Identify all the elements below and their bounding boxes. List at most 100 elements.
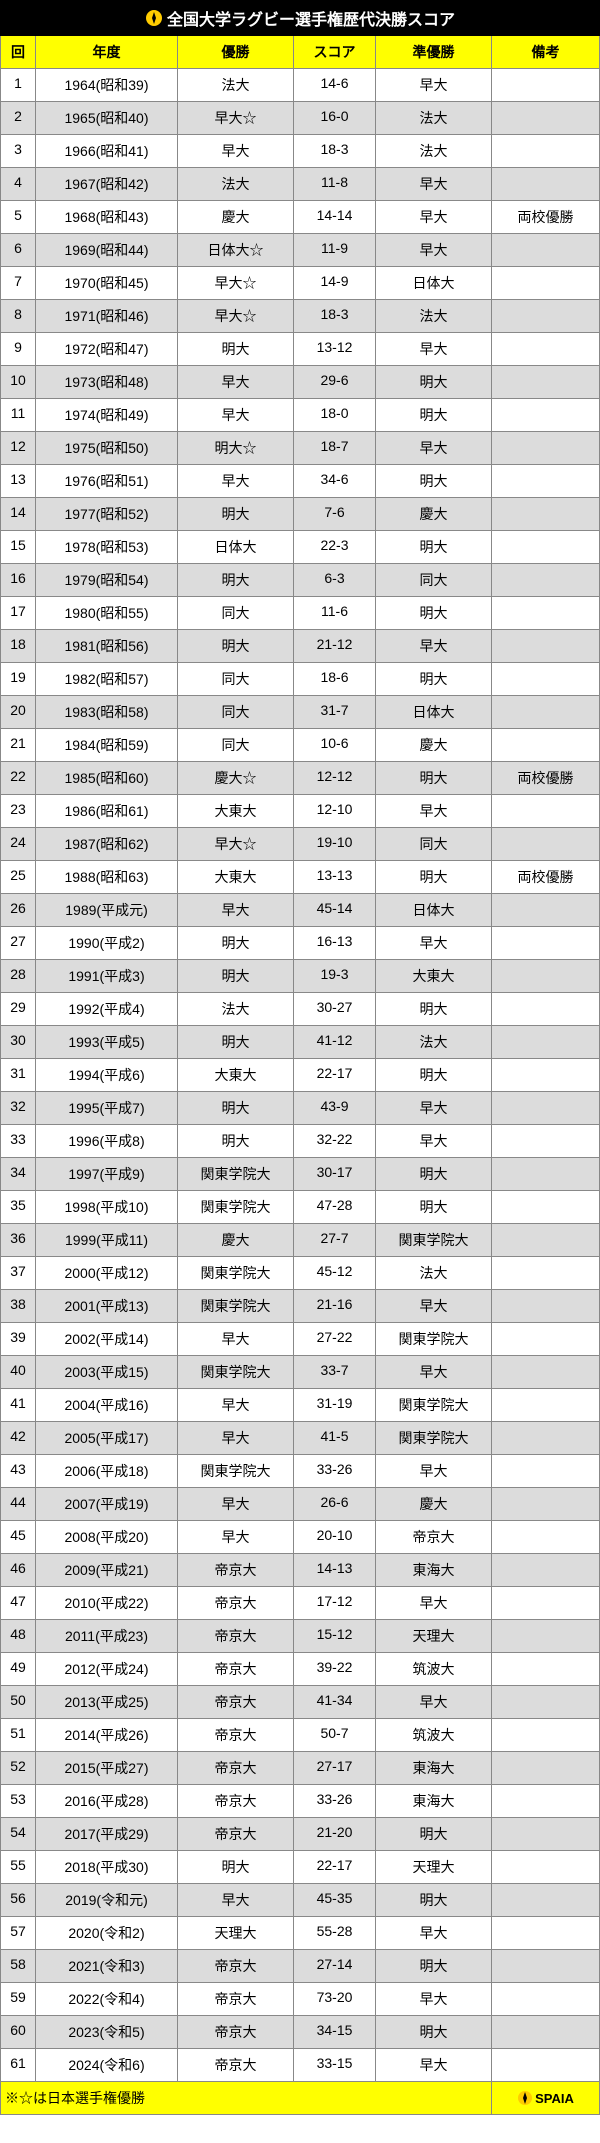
cell-num: 58 xyxy=(0,1950,36,1983)
cell-note xyxy=(492,531,600,564)
cell-num: 50 xyxy=(0,1686,36,1719)
cell-year: 2014(平成26) xyxy=(36,1719,178,1752)
header-winner: 優勝 xyxy=(178,36,294,69)
header-note: 備考 xyxy=(492,36,600,69)
table-row: 111974(昭和49)早大18-0明大 xyxy=(0,399,600,432)
cell-year: 2022(令和4) xyxy=(36,1983,178,2016)
cell-runner: 早大 xyxy=(376,1290,492,1323)
cell-winner: 関東学院大 xyxy=(178,1455,294,1488)
cell-score: 16-0 xyxy=(294,102,376,135)
cell-year: 1981(昭和56) xyxy=(36,630,178,663)
cell-runner: 明大 xyxy=(376,1158,492,1191)
cell-num: 21 xyxy=(0,729,36,762)
table-row: 101973(昭和48)早大29-6明大 xyxy=(0,366,600,399)
cell-runner: 明大 xyxy=(376,663,492,696)
cell-year: 2016(平成28) xyxy=(36,1785,178,1818)
cell-runner: 早大 xyxy=(376,333,492,366)
cell-winner: 明大☆ xyxy=(178,432,294,465)
header-runner: 準優勝 xyxy=(376,36,492,69)
cell-num: 41 xyxy=(0,1389,36,1422)
cell-note xyxy=(492,102,600,135)
table-row: 171980(昭和55)同大11-6明大 xyxy=(0,597,600,630)
cell-num: 9 xyxy=(0,333,36,366)
cell-runner: 関東学院大 xyxy=(376,1389,492,1422)
table-row: 201983(昭和58)同大31-7日体大 xyxy=(0,696,600,729)
cell-score: 39-22 xyxy=(294,1653,376,1686)
table-row: 512014(平成26)帝京大50-7筑波大 xyxy=(0,1719,600,1752)
cell-note xyxy=(492,894,600,927)
cell-num: 16 xyxy=(0,564,36,597)
cell-note xyxy=(492,1323,600,1356)
cell-runner: 法大 xyxy=(376,1257,492,1290)
cell-note xyxy=(492,267,600,300)
cell-runner: 明大 xyxy=(376,597,492,630)
table-row: 251988(昭和63)大東大13-13明大両校優勝 xyxy=(0,861,600,894)
cell-runner: 早大 xyxy=(376,168,492,201)
table-row: 412004(平成16)早大31-19関東学院大 xyxy=(0,1389,600,1422)
cell-score: 13-12 xyxy=(294,333,376,366)
table-row: 301993(平成5)明大41-12法大 xyxy=(0,1026,600,1059)
rows-container: 11964(昭和39)法大14-6早大21965(昭和40)早大☆16-0法大3… xyxy=(0,69,600,2082)
cell-note xyxy=(492,1026,600,1059)
cell-score: 19-3 xyxy=(294,960,376,993)
table-row: 231986(昭和61)大東大12-10早大 xyxy=(0,795,600,828)
cell-year: 2011(平成23) xyxy=(36,1620,178,1653)
cell-note xyxy=(492,1422,600,1455)
table-row: 41967(昭和42)法大11-8早大 xyxy=(0,168,600,201)
cell-note xyxy=(492,1191,600,1224)
cell-score: 22-17 xyxy=(294,1059,376,1092)
cell-year: 2010(平成22) xyxy=(36,1587,178,1620)
cell-winner: 早大 xyxy=(178,1521,294,1554)
cell-year: 2005(平成17) xyxy=(36,1422,178,1455)
cell-score: 50-7 xyxy=(294,1719,376,1752)
cell-note: 両校優勝 xyxy=(492,762,600,795)
cell-year: 1971(昭和46) xyxy=(36,300,178,333)
cell-score: 14-14 xyxy=(294,201,376,234)
cell-year: 1967(昭和42) xyxy=(36,168,178,201)
cell-runner: 東海大 xyxy=(376,1752,492,1785)
cell-num: 60 xyxy=(0,2016,36,2049)
cell-runner: 関東学院大 xyxy=(376,1224,492,1257)
cell-year: 1973(昭和48) xyxy=(36,366,178,399)
cell-num: 15 xyxy=(0,531,36,564)
cell-num: 2 xyxy=(0,102,36,135)
cell-note: 両校優勝 xyxy=(492,861,600,894)
cell-winner: 帝京大 xyxy=(178,1785,294,1818)
cell-runner: 天理大 xyxy=(376,1851,492,1884)
cell-runner: 法大 xyxy=(376,102,492,135)
cell-num: 43 xyxy=(0,1455,36,1488)
cell-note xyxy=(492,1851,600,1884)
cell-year: 1993(平成5) xyxy=(36,1026,178,1059)
cell-year: 2008(平成20) xyxy=(36,1521,178,1554)
cell-runner: 明大 xyxy=(376,1059,492,1092)
cell-year: 1974(昭和49) xyxy=(36,399,178,432)
table-row: 482011(平成23)帝京大15-12天理大 xyxy=(0,1620,600,1653)
cell-winner: 同大 xyxy=(178,696,294,729)
cell-score: 14-9 xyxy=(294,267,376,300)
cell-score: 19-10 xyxy=(294,828,376,861)
cell-note xyxy=(492,993,600,1026)
cell-year: 1996(平成8) xyxy=(36,1125,178,1158)
cell-num: 33 xyxy=(0,1125,36,1158)
cell-runner: 法大 xyxy=(376,1026,492,1059)
cell-winner: 大東大 xyxy=(178,1059,294,1092)
cell-score: 27-22 xyxy=(294,1323,376,1356)
cell-year: 1987(昭和62) xyxy=(36,828,178,861)
cell-note xyxy=(492,1158,600,1191)
cell-note xyxy=(492,663,600,696)
cell-score: 45-35 xyxy=(294,1884,376,1917)
cell-winner: 明大 xyxy=(178,960,294,993)
cell-score: 21-12 xyxy=(294,630,376,663)
cell-num: 28 xyxy=(0,960,36,993)
cell-note xyxy=(492,1917,600,1950)
cell-runner: 同大 xyxy=(376,564,492,597)
table-row: 361999(平成11)慶大27-7関東学院大 xyxy=(0,1224,600,1257)
cell-note xyxy=(492,399,600,432)
logo-text: SPAIA xyxy=(535,2091,574,2106)
table-row: 372000(平成12)関東学院大45-12法大 xyxy=(0,1257,600,1290)
cell-score: 73-20 xyxy=(294,1983,376,2016)
cell-num: 42 xyxy=(0,1422,36,1455)
cell-runner: 早大 xyxy=(376,1092,492,1125)
table-row: 221985(昭和60)慶大☆12-12明大両校優勝 xyxy=(0,762,600,795)
cell-runner: 慶大 xyxy=(376,1488,492,1521)
